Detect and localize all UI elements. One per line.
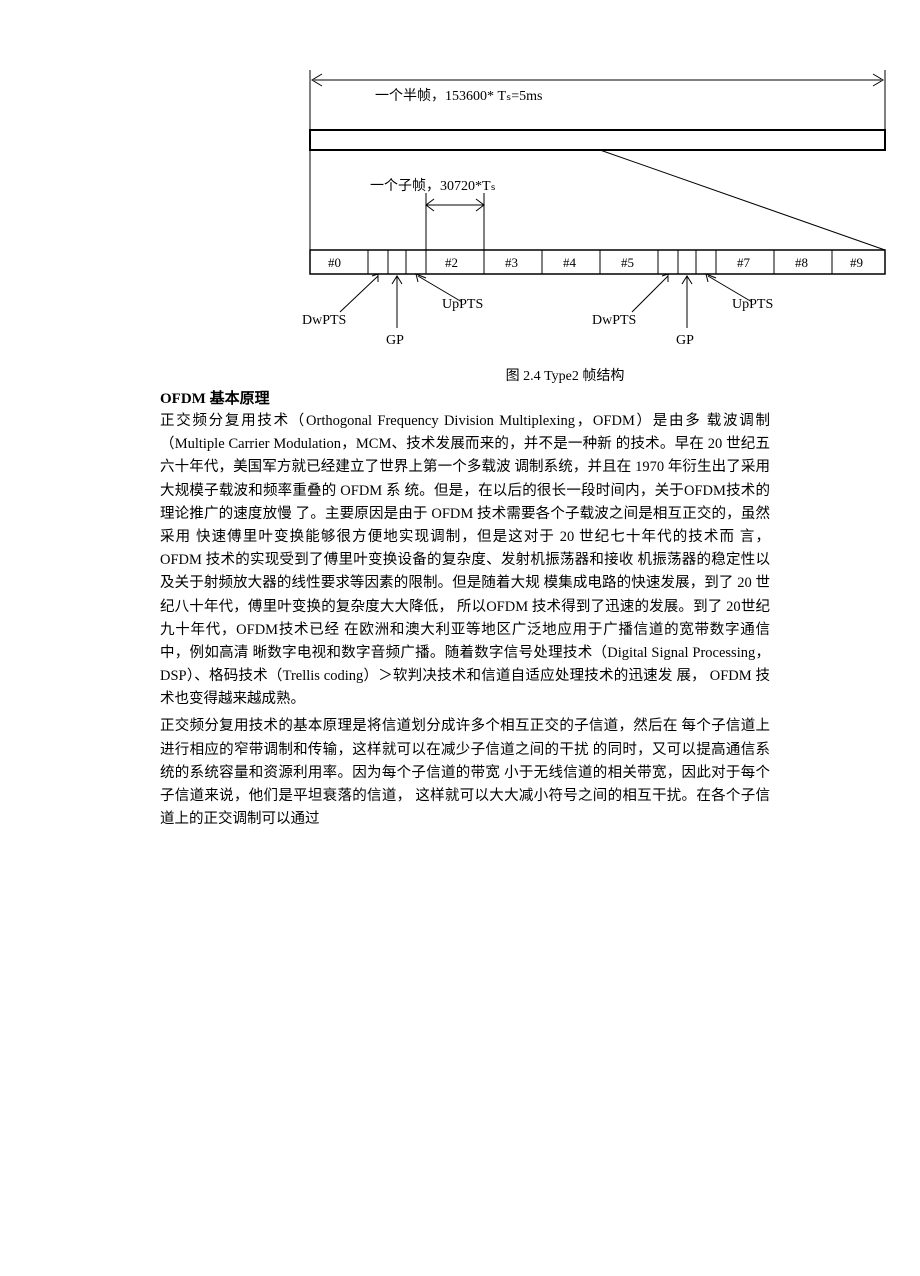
frame-diagram-svg: 一个半帧，153600* Tₛ=5ms 一个子帧，30720*Tₛ bbox=[300, 60, 900, 350]
slot-4: #4 bbox=[563, 255, 577, 270]
uppts-1: UpPTS bbox=[442, 297, 483, 312]
paragraph-1: 正交频分复用技术（Orthogonal Frequency Division M… bbox=[160, 410, 770, 711]
slot-2: #2 bbox=[445, 255, 458, 270]
gp-2: GP bbox=[676, 333, 694, 348]
dwpts-1: DwPTS bbox=[302, 313, 346, 328]
slot-8: #8 bbox=[795, 255, 808, 270]
uppts-2: UpPTS bbox=[732, 297, 773, 312]
slot-3: #3 bbox=[505, 255, 518, 270]
slot-5: #5 bbox=[621, 255, 634, 270]
dwpts-2: DwPTS bbox=[592, 313, 636, 328]
figure-caption: 图 2.4 Type2 帧结构 bbox=[160, 365, 770, 385]
half-frame-label: 一个半帧，153600* Tₛ=5ms bbox=[375, 88, 543, 104]
paragraph-2: 正交频分复用技术的基本原理是将信道划分成许多个相互正交的子信道，然后在 每个子信… bbox=[160, 715, 770, 831]
slot-9: #9 bbox=[850, 255, 863, 270]
slot-0: #0 bbox=[328, 255, 341, 270]
section-heading: OFDM 基本原理 bbox=[160, 387, 770, 408]
subframe-label: 一个子帧，30720*Tₛ bbox=[370, 178, 496, 194]
slot-7: #7 bbox=[737, 255, 751, 270]
frame-structure-diagram: 一个半帧，153600* Tₛ=5ms 一个子帧，30720*Tₛ bbox=[300, 60, 770, 355]
gp-1: GP bbox=[386, 333, 404, 348]
